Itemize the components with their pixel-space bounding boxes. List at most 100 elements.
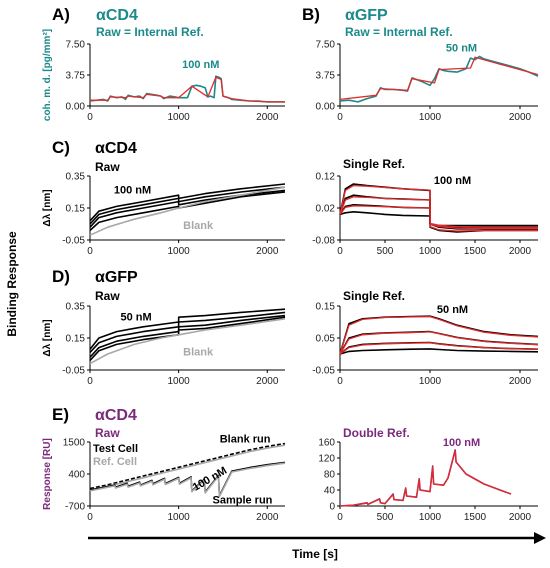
- series-line-5: [89, 186, 286, 236]
- x-tick-label: 1500: [464, 512, 487, 523]
- y-tick-label: 0.00: [316, 102, 336, 113]
- legend-entry: Ref. Cell: [93, 456, 137, 468]
- y-tick-label: 3.75: [66, 71, 86, 82]
- series-line-6: [339, 196, 538, 230]
- y-tick-label: 80: [324, 470, 336, 481]
- panel-subtitle: Single Ref.: [343, 157, 405, 171]
- y-tick-label: 1500: [63, 438, 86, 449]
- series-line-3: [339, 204, 538, 228]
- x-tick-label: 1000: [168, 512, 191, 523]
- x-tick-label: 0: [87, 246, 93, 257]
- panel-label: D): [52, 267, 70, 286]
- x-tick-label: 1000: [419, 246, 442, 257]
- y-tick-label: 3.75: [316, 71, 336, 82]
- y-axis-label: Response [RU]: [42, 438, 53, 510]
- series-line-1: [89, 183, 286, 222]
- series-line-1: [89, 442, 286, 490]
- y-tick-label: 7.50: [316, 40, 336, 51]
- series-line-1: [339, 449, 512, 507]
- series-line-6: [339, 331, 539, 355]
- panel-c1: C) αCD4 Raw Δλ [nm] -0.05 0.15 0.35 0 1000 2000 10…: [42, 138, 286, 257]
- series-line-4: [89, 462, 286, 498]
- panel-e2: Double Ref. 0 40 80 120 160 0 500 1000 1500 2000 10…: [318, 426, 538, 523]
- annotation: 50 nM: [446, 42, 477, 54]
- panel-subtitle: Single Ref.: [343, 289, 405, 303]
- series-line-2: [89, 186, 286, 225]
- x-tick-label: 1000: [419, 512, 442, 523]
- panel-subtitle: Double Ref.: [343, 426, 410, 440]
- annotation: Blank: [183, 220, 214, 232]
- x-tick-label: 2000: [256, 376, 279, 387]
- annotation: 100 nM: [443, 437, 480, 449]
- x-tick-label: 2000: [509, 376, 532, 387]
- x-tick-label: 2000: [256, 246, 279, 257]
- x-tick-label: 0: [337, 376, 343, 387]
- series-line-7: [339, 205, 538, 228]
- y-tick-label: 0.02: [316, 204, 336, 215]
- series-line-2: [89, 444, 286, 491]
- x-tick-label: 2000: [509, 112, 532, 123]
- annotation: 100 nM: [182, 59, 219, 71]
- series-line-2: [339, 194, 538, 230]
- y-tick-label: 0.15: [66, 204, 86, 215]
- y-tick-label: 40: [324, 486, 336, 497]
- panel-subtitle: Raw = Internal Ref.: [96, 25, 204, 39]
- series-line-5: [339, 315, 539, 355]
- panel-c2: Single Ref. -0.08 0.02 0.12 0 500 1000 1500 2000…: [312, 157, 538, 257]
- panel-label: B): [302, 5, 320, 24]
- annotation: Blank run: [220, 434, 271, 446]
- y-tick-label: 0.05: [316, 334, 336, 345]
- y-tick-label: 0: [329, 502, 335, 513]
- panel-title: αCD4: [96, 7, 138, 24]
- legend-entry: Test Cell: [93, 443, 138, 455]
- y-tick-label: 7.50: [66, 40, 86, 51]
- y-axis-label: Δλ [nm]: [42, 319, 53, 356]
- panel-title: αGFP: [345, 7, 388, 24]
- y-tick-label: -0.05: [312, 366, 335, 377]
- y-tick-label: 0.15: [316, 302, 336, 313]
- y-tick-label: -700: [65, 502, 85, 513]
- annotation: 50 nM: [437, 304, 468, 316]
- y-tick-label: 160: [318, 438, 335, 449]
- y-tick-label: 0.00: [66, 102, 86, 113]
- y-tick-label: 120: [318, 454, 335, 465]
- annotation: Sample run: [213, 495, 273, 507]
- panel-label: C): [52, 138, 70, 157]
- x-tick-label: 0: [337, 246, 343, 257]
- x-tick-label: 500: [377, 246, 394, 257]
- y-tick-label: 0.35: [66, 302, 86, 313]
- y-axis-label: coh. m. d. [pg/mm²]: [42, 29, 53, 121]
- y-tick-label: -0.08: [312, 236, 335, 247]
- x-tick-label: 1000: [168, 112, 191, 123]
- series-line-1: [89, 75, 285, 103]
- series-line-4: [339, 211, 538, 227]
- x-tick-label: 2000: [509, 246, 532, 257]
- series-line-5: [89, 318, 286, 365]
- x-tick-label: 0: [87, 512, 93, 523]
- panel-label: E): [52, 405, 69, 424]
- annotation: 100 nM: [434, 175, 471, 187]
- x-tick-label: 1000: [419, 376, 442, 387]
- series-line-7: [339, 342, 539, 355]
- y-tick-label: 400: [68, 470, 85, 481]
- x-tick-label: 0: [87, 376, 93, 387]
- panel-title: αGFP: [95, 269, 138, 286]
- y-tick-label: 0.12: [316, 172, 336, 183]
- annotation: Blank: [183, 347, 214, 359]
- y-tick-label: -0.05: [62, 366, 85, 377]
- series-line-1: [339, 55, 539, 103]
- panel-d1: D) αGFP Raw Δλ [nm] -0.05 0.15 0.35 0 1000 2000 50…: [42, 267, 286, 387]
- x-tick-label: 1000: [168, 376, 191, 387]
- panel-subtitle: Raw: [95, 426, 120, 440]
- annotation: 50 nM: [120, 311, 151, 323]
- x-tick-label: 2000: [509, 512, 532, 523]
- series-line-2: [339, 450, 512, 507]
- panel-subtitle: Raw: [95, 289, 120, 303]
- x-tick-label: 500: [377, 512, 394, 523]
- annotation: 100 nM: [114, 185, 151, 197]
- x-tick-label: 2000: [256, 512, 279, 523]
